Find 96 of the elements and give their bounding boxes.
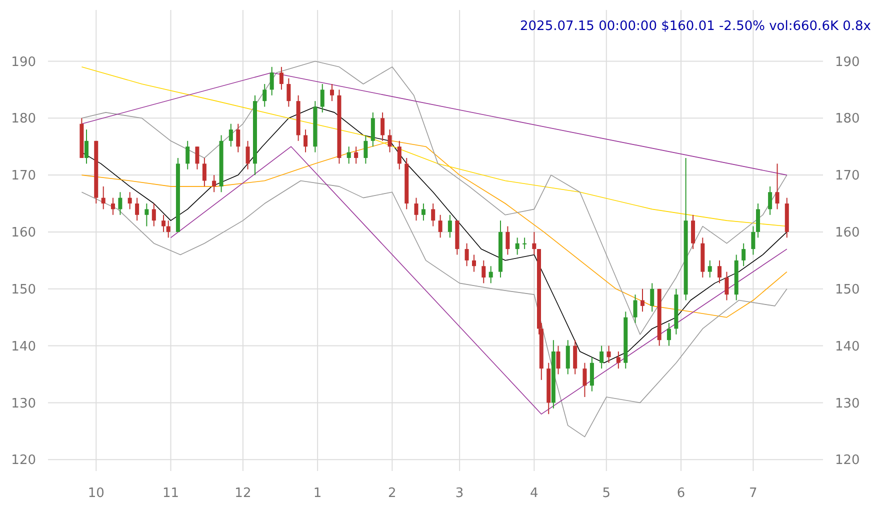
y-tick-label: 170 <box>11 168 36 184</box>
candlestick <box>195 146 200 170</box>
x-tick-label: 6 <box>676 486 686 501</box>
candlestick <box>346 146 351 164</box>
candlestick <box>472 254 476 272</box>
candlestick <box>431 203 436 227</box>
candlestick <box>330 83 334 102</box>
candlestick <box>718 260 722 284</box>
candlestick <box>600 345 604 370</box>
y-tick-label: 180 <box>11 112 36 127</box>
candlestick <box>515 237 520 256</box>
candlestick <box>135 197 140 222</box>
y-tick-label: 130 <box>11 396 36 412</box>
candlestick <box>582 362 587 398</box>
candlestick <box>414 197 418 222</box>
candlestick <box>768 186 772 216</box>
candlestick <box>482 260 486 284</box>
candlestick <box>118 192 122 216</box>
y-tick-label: 140 <box>11 339 36 354</box>
candlestick <box>364 134 368 164</box>
y2-tick-label: 190 <box>835 54 860 70</box>
candlestick <box>236 123 240 153</box>
candlestick <box>573 340 578 375</box>
y2-tick-label: 140 <box>835 339 860 354</box>
candlestick <box>506 226 510 256</box>
candlestick <box>606 345 611 364</box>
candlestick <box>775 163 780 210</box>
candlestick <box>691 214 696 250</box>
x-tick-label: 11 <box>162 486 180 501</box>
candlestick <box>110 197 115 216</box>
candlestick <box>421 203 426 222</box>
y-tick-label: 160 <box>11 226 36 241</box>
candlestick <box>388 129 392 153</box>
candlestick <box>286 78 291 108</box>
candlestick <box>438 214 442 238</box>
candlestick <box>448 214 452 238</box>
candlestick <box>488 266 493 284</box>
candlestick <box>152 203 156 227</box>
line-series <box>81 60 788 335</box>
candlestick <box>262 83 267 108</box>
x-tick-label: 4 <box>530 486 538 501</box>
candlestick <box>228 123 233 148</box>
candlestick <box>128 192 132 210</box>
candlestick <box>270 66 274 96</box>
y2-tick-label: 180 <box>835 112 860 127</box>
candlestick <box>590 356 594 392</box>
candlestick <box>380 112 385 142</box>
y2-tick-label: 150 <box>835 282 860 298</box>
text: 2025.07.15 00:00:00 $160.01 -2.50% vol:660.6K 0.8x <box>520 19 872 34</box>
candlestick <box>162 214 166 232</box>
x-tick-label: 1 <box>313 486 322 501</box>
candlestick <box>304 129 308 153</box>
x-tick-label: 3 <box>455 486 464 501</box>
y2-tick-label: 160 <box>835 226 860 241</box>
candlestick <box>742 242 746 267</box>
candlestick <box>84 129 89 164</box>
x-tick-label: 5 <box>602 486 611 501</box>
candlestick <box>756 203 760 238</box>
candlestick <box>556 345 560 375</box>
candlestick <box>212 174 216 193</box>
candlestick <box>650 282 654 312</box>
candlestick <box>464 242 469 267</box>
line-series <box>81 180 788 438</box>
candlestick <box>633 294 638 324</box>
y-tick-label: 150 <box>11 282 36 298</box>
candlestick <box>186 140 190 170</box>
candlestick <box>370 112 375 148</box>
candlestick <box>666 322 671 346</box>
y2-tick-label: 120 <box>835 453 860 468</box>
candlestick <box>246 140 250 170</box>
candlestick <box>202 157 206 187</box>
candlestick <box>279 66 284 90</box>
x-tick-label: 2 <box>388 486 396 501</box>
candlestick <box>101 186 106 210</box>
line-series <box>81 106 788 364</box>
y2-tick-label: 130 <box>835 396 860 412</box>
x-tick-label: 12 <box>234 486 252 501</box>
candlestick <box>751 226 756 256</box>
candlestick <box>616 350 620 370</box>
candlestick <box>640 288 644 312</box>
candlestick <box>320 83 324 113</box>
y-tick-label: 120 <box>11 453 36 468</box>
line-series <box>170 146 788 414</box>
y-tick-label: 190 <box>11 54 36 70</box>
candlestick <box>724 271 729 301</box>
candlestick <box>166 220 170 238</box>
candlestick <box>144 203 149 227</box>
candlestick <box>354 146 358 164</box>
candlestick <box>397 140 402 170</box>
candlestick <box>708 260 712 278</box>
y2-tick-label: 170 <box>835 168 860 184</box>
x-tick-label: 7 <box>749 486 758 501</box>
candlestick <box>522 237 527 250</box>
x-tick-label: 10 <box>88 486 104 501</box>
candlestick <box>566 340 570 375</box>
candlestick <box>532 231 536 256</box>
